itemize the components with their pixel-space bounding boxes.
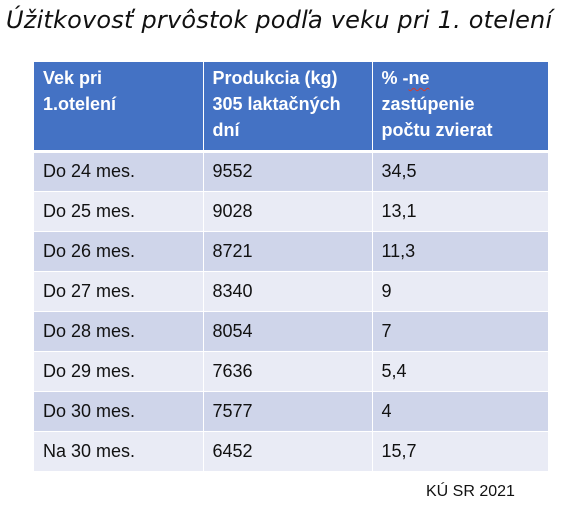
header-production-line-2: 305 laktačných: [212, 94, 341, 114]
spellcheck-flagged-word: ne: [408, 68, 430, 88]
cell-age: Do 30 mes.: [34, 390, 204, 431]
header-age-line-2: 1.otelení: [43, 94, 117, 114]
header-production: Produkcia (kg) 305 laktačných dní: [203, 62, 373, 153]
table-row: Do 26 mes. 8721 11,3: [34, 230, 548, 271]
cell-age: Na 30 mes.: [34, 430, 204, 471]
cell-age: Do 29 mes.: [34, 350, 204, 391]
table-row: Do 27 mes. 8340 9: [34, 270, 548, 311]
cell-share: 7: [372, 310, 548, 351]
header-age: Vek pri 1.otelení: [34, 62, 204, 153]
cell-production: 7636: [203, 350, 373, 391]
cell-share: 5,4: [372, 350, 548, 391]
table-row: Do 24 mes. 9552 34,5: [34, 150, 548, 191]
cell-share: 15,7: [372, 430, 548, 471]
table-header-row: Vek pri 1.otelení Produkcia (kg) 305 lakta…: [34, 62, 548, 153]
table-row: Na 30 mes. 6452 15,7: [34, 430, 548, 471]
cell-production: 6452: [203, 430, 373, 471]
header-age-line-1: Vek pri: [43, 68, 103, 88]
cell-production: 8054: [203, 310, 373, 351]
header-share-line-2: zastúpenie: [381, 94, 475, 114]
cell-production: 7577: [203, 390, 373, 431]
cell-production: 9028: [203, 190, 373, 231]
header-production-line-3: dní: [212, 120, 240, 140]
data-table: Vek pri 1.otelení Produkcia (kg) 305 lakta…: [34, 62, 548, 471]
cell-age: Do 28 mes.: [34, 310, 204, 351]
cell-share: 11,3: [372, 230, 548, 271]
cell-age: Do 27 mes.: [34, 270, 204, 311]
header-share: % -ne zastúpenie počtu zvierat: [372, 62, 548, 153]
table-row: Do 29 mes. 7636 5,4: [34, 350, 548, 391]
header-production-line-1: Produkcia (kg): [212, 68, 338, 88]
slide-title: Úžitkovosť prvôstok podľa veku pri 1. ot…: [6, 6, 553, 34]
cell-share: 9: [372, 270, 548, 311]
cell-share: 13,1: [372, 190, 548, 231]
cell-share: 34,5: [372, 150, 548, 191]
table-row: Do 25 mes. 9028 13,1: [34, 190, 548, 231]
cell-age: Do 25 mes.: [34, 190, 204, 231]
cell-production: 8721: [203, 230, 373, 271]
table-row: Do 30 mes. 7577 4: [34, 390, 548, 431]
table-row: Do 28 mes. 8054 7: [34, 310, 548, 351]
cell-share: 4: [372, 390, 548, 431]
cell-production: 8340: [203, 270, 373, 311]
cell-age: Do 24 mes.: [34, 150, 204, 191]
cell-production: 9552: [203, 150, 373, 191]
cell-age: Do 26 mes.: [34, 230, 204, 271]
header-share-prefix: % -: [381, 68, 409, 88]
header-share-line-3: počtu zvierat: [381, 120, 493, 140]
source-note: KÚ SR 2021: [426, 483, 515, 500]
